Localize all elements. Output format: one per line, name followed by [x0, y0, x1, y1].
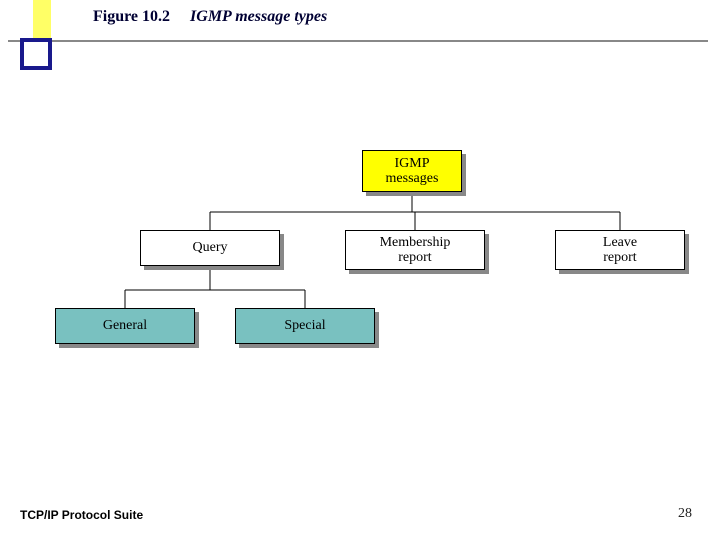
node-memrep: Membershipreport: [345, 230, 485, 270]
figure-caption: IGMP message types: [190, 8, 327, 25]
footer-text: TCP/IP Protocol Suite: [20, 508, 143, 522]
page-number: 28: [678, 506, 692, 522]
node-general: General: [55, 308, 195, 344]
header-accent-bar: [33, 0, 51, 38]
node-special: Special: [235, 308, 375, 344]
header-rule: [8, 40, 708, 42]
node-root: IGMPmessages: [362, 150, 462, 192]
figure-number: Figure 10.2: [93, 8, 170, 25]
figure-title: Figure 10.2 IGMP message types: [93, 8, 327, 26]
node-leave: Leavereport: [555, 230, 685, 270]
tree-connectors: [0, 150, 720, 410]
header-square-bullet: [20, 38, 52, 70]
igmp-tree-diagram: IGMPmessages Query Membershipreport Leavere…: [0, 150, 720, 410]
node-query: Query: [140, 230, 280, 266]
